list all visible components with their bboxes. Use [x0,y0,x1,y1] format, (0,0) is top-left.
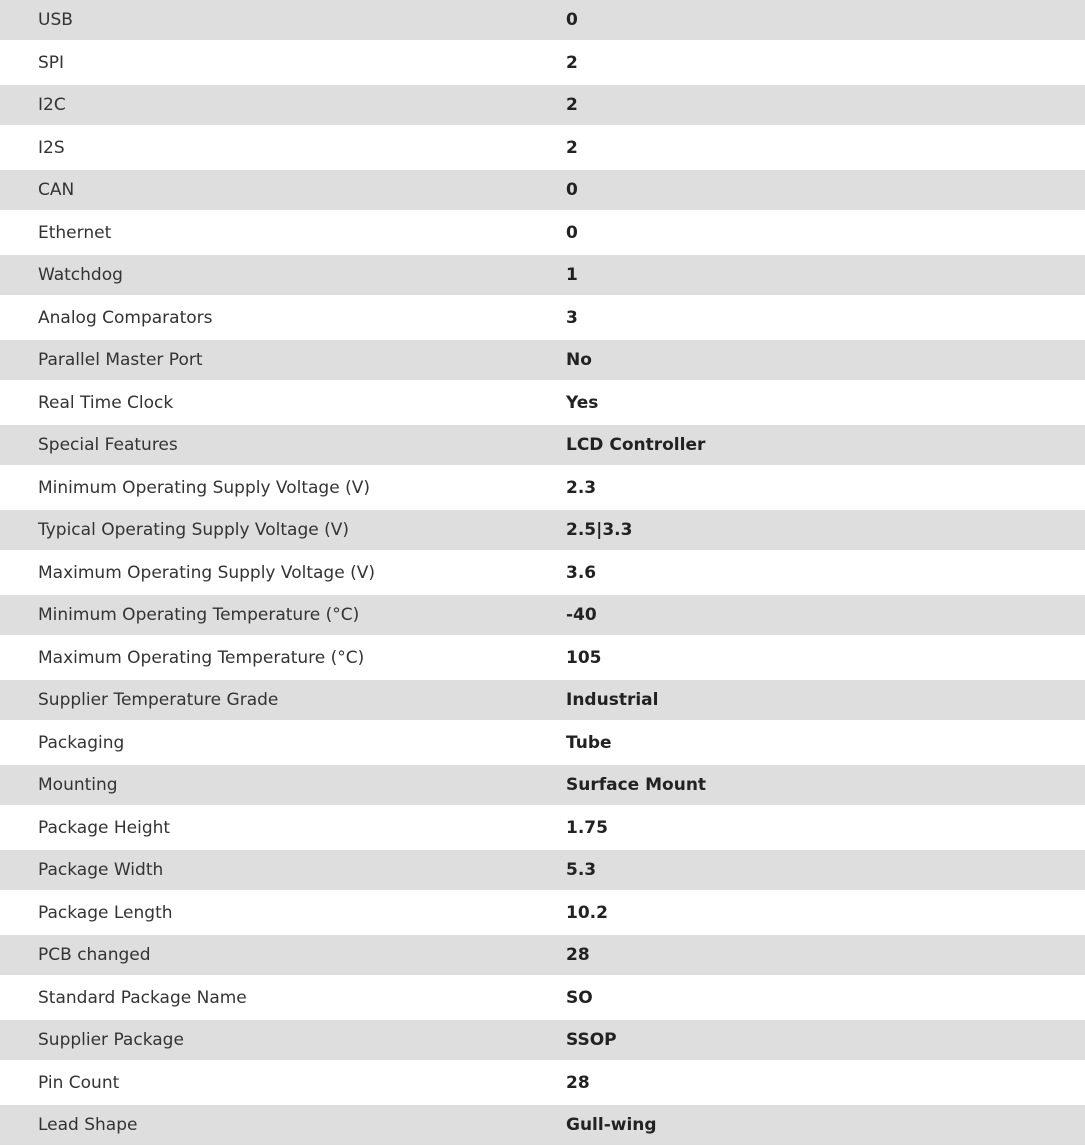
spec-row: I2S 2 [0,125,1085,170]
spec-row: CAN 0 [0,170,1085,210]
spec-value: Surface Mount [566,775,707,795]
spec-row: Special Features LCD Controller [0,425,1085,465]
spec-value: 2.5|3.3 [566,520,633,540]
spec-value: 5.3 [566,860,597,880]
spec-value: SSOP [566,1030,617,1050]
spec-label: Maximum Operating Supply Voltage (V) [38,562,375,583]
spec-row: Analog Comparators 3 [0,295,1085,340]
spec-row: Maximum Operating Temperature (°C) 105 [0,635,1085,680]
spec-value: 0 [566,222,578,243]
spec-value: 1.75 [566,817,608,838]
spec-value: Industrial [566,690,659,710]
spec-label: Ethernet [38,222,112,243]
spec-value: 2.3 [566,477,597,498]
spec-label: Mounting [38,775,118,795]
spec-label: Special Features [38,435,178,455]
spec-label: CAN [38,180,75,200]
spec-row: Supplier Temperature Grade Industrial [0,680,1085,720]
spec-row: Mounting Surface Mount [0,765,1085,805]
spec-value: 105 [566,647,602,668]
spec-row: Watchdog 1 [0,255,1085,295]
spec-label: I2C [38,95,66,115]
spec-value: Yes [566,392,599,413]
spec-label: Real Time Clock [38,392,174,413]
spec-label: Typical Operating Supply Voltage (V) [38,520,349,540]
spec-row: Package Height 1.75 [0,805,1085,850]
spec-row: Lead Shape Gull-wing [0,1105,1085,1145]
spec-value: 3 [566,307,578,328]
spec-value: No [566,350,592,370]
spec-label: Watchdog [38,265,123,285]
spec-label: Package Height [38,817,171,838]
spec-label: Lead Shape [38,1115,138,1135]
spec-row: Package Length 10.2 [0,890,1085,935]
spec-label: USB [38,10,73,30]
spec-value: 2 [566,137,578,158]
spec-row: Parallel Master Port No [0,340,1085,380]
spec-value: 28 [566,1072,590,1093]
spec-row: SPI 2 [0,40,1085,85]
spec-row: Typical Operating Supply Voltage (V) 2.5|… [0,510,1085,550]
spec-label: Maximum Operating Temperature (°C) [38,647,365,668]
spec-value: 0 [566,180,578,200]
spec-value: Tube [566,732,612,753]
spec-value: Gull-wing [566,1115,657,1135]
spec-row: Packaging Tube [0,720,1085,765]
spec-value: LCD Controller [566,435,706,455]
spec-label: PCB changed [38,945,151,965]
spec-row: Minimum Operating Temperature (°C) -40 [0,595,1085,635]
spec-label: Minimum Operating Supply Voltage (V) [38,477,370,498]
spec-value: 28 [566,945,590,965]
spec-value: 0 [566,10,578,30]
spec-label: I2S [38,137,65,158]
spec-row: Minimum Operating Supply Voltage (V) 2.3 [0,465,1085,510]
spec-row: Supplier Package SSOP [0,1020,1085,1060]
spec-row: Pin Count 28 [0,1060,1085,1105]
spec-value: -40 [566,605,597,625]
spec-row: PCB changed 28 [0,935,1085,975]
spec-row: Real Time Clock Yes [0,380,1085,425]
spec-label: Supplier Package [38,1030,184,1050]
spec-row: Package Width 5.3 [0,850,1085,890]
spec-value: 10.2 [566,902,608,923]
spec-value: 1 [566,265,578,285]
spec-value: 2 [566,95,578,115]
spec-label: Supplier Temperature Grade [38,690,279,710]
spec-row: USB 0 [0,0,1085,40]
spec-value: 3.6 [566,562,597,583]
spec-row: Maximum Operating Supply Voltage (V) 3.6 [0,550,1085,595]
spec-value: SO [566,987,593,1008]
spec-label: Package Width [38,860,164,880]
spec-row: I2C 2 [0,85,1085,125]
spec-label: SPI [38,52,65,73]
spec-label: Analog Comparators [38,307,213,328]
spec-label: Parallel Master Port [38,350,203,370]
spec-row: Ethernet 0 [0,210,1085,255]
spec-label: Packaging [38,732,125,753]
spec-label: Standard Package Name [38,987,247,1008]
spec-row: Standard Package Name SO [0,975,1085,1020]
spec-label: Pin Count [38,1072,120,1093]
spec-value: 2 [566,52,578,73]
spec-label: Package Length [38,902,173,923]
spec-label: Minimum Operating Temperature (°C) [38,605,360,625]
